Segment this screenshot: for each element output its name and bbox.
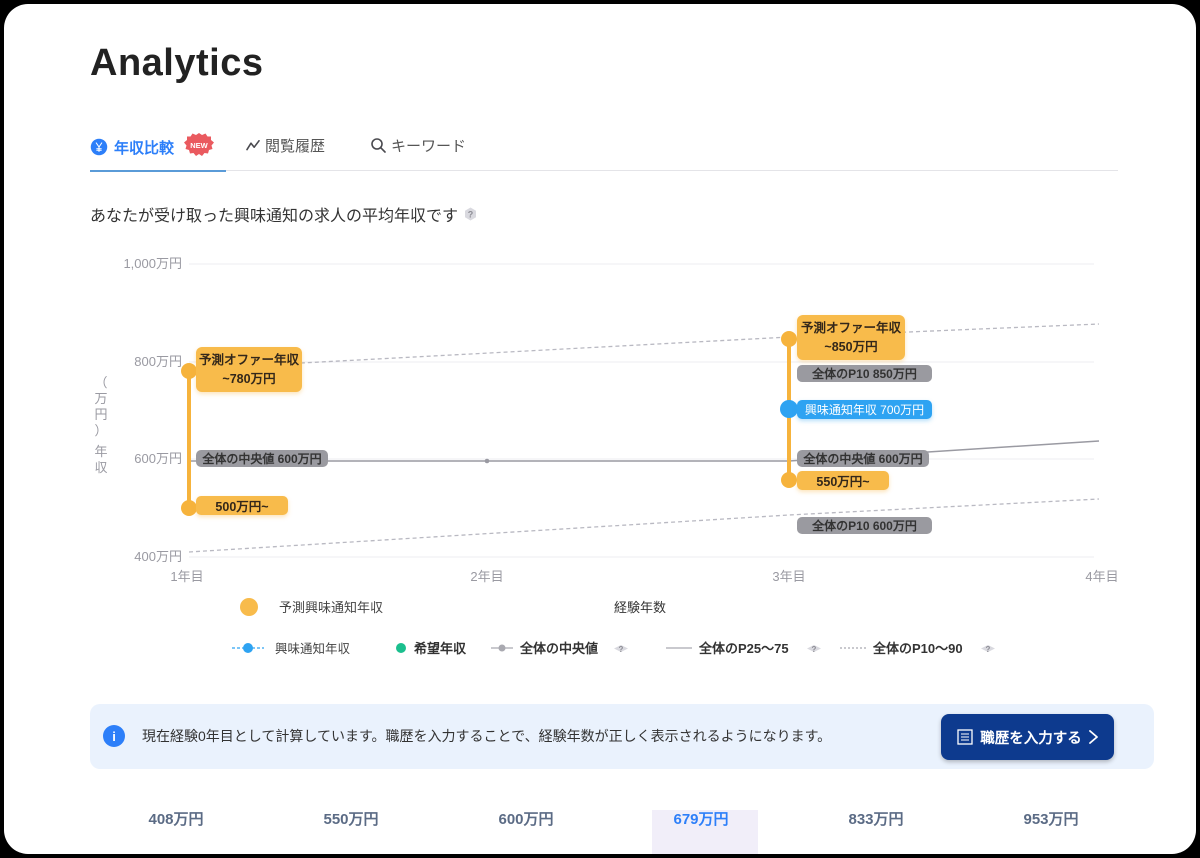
svg-text:550万円: 550万円 [323, 811, 378, 828]
svg-text:953万円: 953万円 [1023, 811, 1078, 828]
svg-text:600万円: 600万円 [498, 811, 553, 828]
svg-text:833万円: 833万円 [848, 811, 903, 828]
svg-text:408万円: 408万円 [148, 811, 203, 828]
svg-text:679万円: 679万円 [673, 811, 728, 828]
